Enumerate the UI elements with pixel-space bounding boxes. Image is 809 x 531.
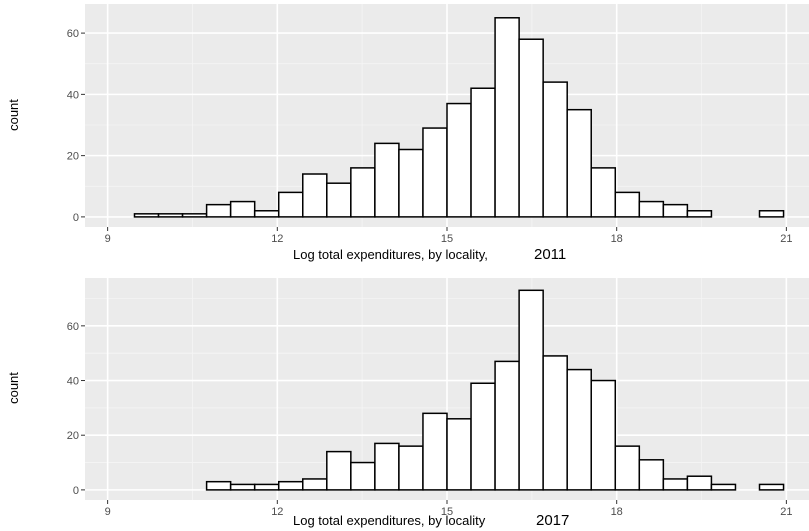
histogram-bar [253, 483, 280, 491]
histogram-bar [542, 81, 568, 218]
histogram-bar [374, 142, 400, 218]
histogram-bar [614, 191, 641, 218]
histogram-bar [422, 127, 448, 218]
x-axis-title: Log total expenditures, by locality, [293, 247, 488, 262]
histogram-bar [277, 191, 304, 218]
histogram-bar [302, 173, 328, 218]
x-tick-label: 18 [611, 233, 623, 245]
y-tick-label: 20 [67, 430, 79, 442]
x-tick-label: 9 [105, 506, 111, 518]
histogram-bar [710, 483, 737, 491]
x-tick-label: 9 [105, 233, 111, 245]
x-tick-label: 15 [441, 506, 453, 518]
histogram-bar [470, 382, 496, 491]
x-tick-label: 12 [271, 506, 283, 518]
histogram-bar [446, 102, 472, 218]
histogram-bar [542, 355, 568, 491]
y-tick-label: 20 [67, 151, 79, 163]
histogram-bar [662, 478, 689, 491]
histogram-bar [350, 167, 376, 218]
histogram-bar [662, 203, 689, 218]
x-axis-year-label: 2017 [536, 512, 569, 529]
histogram-bar [590, 379, 617, 491]
y-tick-label: 40 [67, 376, 79, 388]
histogram-bar [205, 203, 232, 218]
histogram-bar [181, 213, 208, 218]
x-tick-label: 21 [780, 506, 792, 518]
histogram-bar [229, 483, 256, 491]
histogram-bar [302, 478, 328, 491]
histogram-bar [614, 445, 641, 491]
histogram-bar [686, 475, 713, 491]
histogram-bar [638, 459, 665, 491]
histogram-bar [205, 480, 232, 491]
histogram-bar [758, 483, 785, 491]
x-tick-label: 15 [441, 233, 453, 245]
histogram-bar [229, 200, 256, 218]
histogram-bar [277, 480, 304, 491]
histogram-bar [566, 108, 592, 218]
y-tick-label: 0 [73, 212, 79, 224]
histogram-bar [686, 210, 713, 218]
histogram-bar [422, 412, 448, 491]
y-tick-label: 0 [73, 485, 79, 497]
histogram-bar [518, 289, 544, 491]
histogram-bar [518, 38, 544, 218]
x-axis-year-label: 2011 [534, 246, 566, 263]
histogram-bar [398, 148, 424, 218]
x-tick-label: 12 [271, 233, 283, 245]
histogram-bar [350, 461, 376, 491]
histogram-bar [253, 210, 280, 218]
y-tick-label: 60 [67, 28, 79, 40]
histogram-bar [326, 182, 352, 218]
histogram-bar [494, 360, 520, 491]
x-tick-label: 21 [780, 233, 792, 245]
histogram-bar [133, 213, 160, 218]
x-axis-title: Log total expenditures, by locality [293, 513, 486, 528]
histogram-bar [470, 87, 496, 218]
y-axis-title: count [6, 99, 21, 131]
histogram-2017: 0 20 40 60 9 12 15 18 21 count Log total expenditu… [6, 278, 809, 529]
histogram-bar [157, 213, 184, 218]
y-tick-label: 60 [67, 321, 79, 333]
histogram-bar [326, 450, 352, 491]
histogram-bar [566, 368, 592, 491]
histogram-bar [398, 445, 424, 491]
x-tick-label: 18 [611, 506, 623, 518]
histogram-bar [590, 167, 617, 218]
histogram-2011: 0 20 40 60 9 12 15 18 21 count Log total expenditu… [6, 4, 809, 263]
histogram-bar [758, 210, 785, 218]
histogram-bar [446, 418, 472, 491]
histogram-bar [494, 17, 520, 218]
y-tick-label: 40 [67, 89, 79, 101]
histogram-bar [638, 200, 665, 218]
histogram-bar [374, 442, 400, 491]
y-axis-title: count [6, 372, 21, 404]
